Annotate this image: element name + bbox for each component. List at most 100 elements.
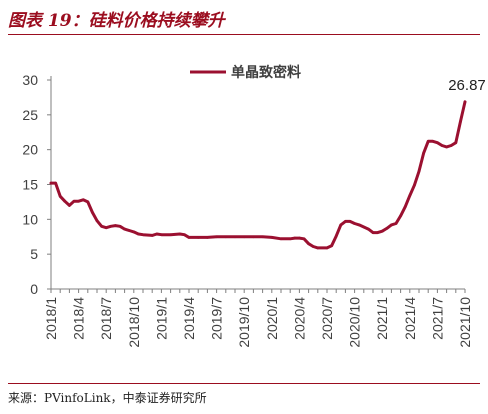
- data-point: [58, 195, 62, 198]
- data-point: [357, 223, 361, 227]
- x-tick-label: 2019/10: [236, 297, 252, 348]
- y-axis: 0 5 10 15 20 25 30: [22, 72, 52, 297]
- data-point: [445, 145, 448, 149]
- data-point: [132, 230, 136, 234]
- data-point: [206, 236, 209, 239]
- footer-divider: [8, 383, 480, 384]
- data-point: [385, 227, 389, 230]
- data-point: [127, 229, 131, 232]
- data-point: [408, 194, 412, 197]
- data-point: [413, 183, 416, 187]
- data-point: [109, 225, 113, 228]
- x-tick-label: 2018/1: [43, 297, 59, 340]
- x-axis: 2018/1 2018/4 2018/7 2018/10 2019/1 2019/4 201…: [43, 288, 473, 348]
- data-point: [178, 232, 182, 236]
- data-point: [233, 235, 237, 239]
- data-point: [160, 233, 163, 236]
- x-tick-label: 2021/7: [429, 297, 445, 340]
- data-point: [316, 246, 320, 250]
- data-point: [68, 204, 71, 207]
- data-point: [302, 237, 306, 241]
- y-tick-label: 0: [30, 281, 38, 297]
- data-point: [362, 225, 366, 229]
- data-point: [394, 222, 398, 225]
- data-point: [118, 225, 122, 228]
- x-tick-label: 2018/10: [126, 297, 142, 348]
- data-point: [339, 223, 343, 227]
- data-point: [376, 231, 379, 234]
- data-point: [436, 141, 439, 144]
- data-point: [242, 235, 246, 239]
- data-point: [426, 140, 430, 143]
- data-point: [72, 199, 76, 203]
- data-point: [380, 229, 384, 233]
- data-point: [49, 181, 53, 185]
- data-point: [77, 199, 80, 203]
- data-point: [325, 246, 329, 250]
- data-point: [224, 235, 228, 239]
- x-tick-label: 2020/1: [264, 297, 280, 340]
- x-tick-label: 2020/4: [291, 297, 307, 340]
- data-point: [183, 233, 186, 236]
- source-note: 来源：PVinfoLink，中泰证券研究所: [8, 391, 207, 405]
- data-point: [417, 170, 421, 173]
- data-point: [169, 233, 172, 236]
- data-point: [399, 214, 402, 218]
- x-tick-label: 2020/10: [347, 297, 363, 348]
- series-line: [49, 100, 467, 250]
- data-point: [100, 225, 103, 228]
- data-point: [334, 234, 338, 238]
- data-point: [311, 245, 315, 248]
- data-point: [463, 100, 467, 104]
- annotations: 26.87: [448, 77, 486, 94]
- data-point: [63, 199, 67, 203]
- data-point: [422, 151, 425, 155]
- y-tick-label: 30: [22, 72, 38, 88]
- data-point: [431, 140, 435, 143]
- legend: 单晶致密料: [190, 64, 301, 81]
- data-point: [150, 234, 154, 237]
- y-tick-label: 5: [30, 246, 38, 262]
- x-tick-label: 2021/10: [457, 297, 473, 348]
- data-point: [91, 211, 94, 214]
- y-tick-label: 10: [22, 211, 38, 227]
- data-point: [252, 235, 255, 239]
- legend-label: 单晶致密料: [231, 64, 301, 81]
- data-point: [86, 200, 90, 204]
- x-tick-label: 2020/7: [319, 297, 335, 340]
- data-point: [403, 205, 407, 209]
- x-tick-label: 2019/1: [153, 297, 169, 340]
- data-point: [459, 120, 462, 124]
- y-tick-label: 20: [22, 142, 38, 158]
- data-point: [344, 220, 347, 223]
- data-point: [449, 144, 453, 147]
- y-tick-label: 15: [22, 177, 38, 193]
- data-point: [196, 236, 200, 239]
- data-point: [54, 181, 57, 185]
- data-point: [215, 235, 218, 239]
- data-point: [454, 141, 458, 144]
- x-tick-label: 2019/7: [209, 297, 225, 340]
- data-point: [367, 227, 370, 231]
- data-point: [95, 219, 99, 222]
- data-point: [114, 224, 117, 227]
- title-divider: [8, 34, 480, 35]
- x-tick-label: 2018/4: [71, 297, 87, 340]
- data-point: [104, 226, 108, 229]
- y-tick-label: 25: [22, 107, 38, 123]
- x-tick-label: 2019/4: [181, 297, 197, 340]
- data-point: [330, 244, 333, 248]
- data-point: [348, 220, 352, 223]
- data-point: [353, 222, 356, 225]
- x-tick-label: 2018/7: [98, 297, 114, 340]
- data-point: [155, 232, 159, 236]
- data-point: [293, 236, 297, 240]
- x-tick-label: 2021/4: [402, 297, 418, 340]
- data-point: [279, 237, 283, 241]
- x-tick-label: 2021/1: [374, 297, 390, 340]
- data-point: [390, 223, 393, 227]
- data-point: [81, 198, 85, 202]
- data-point: [187, 236, 191, 239]
- figure-title: 图表 19：硅料价格持续攀升: [8, 11, 225, 31]
